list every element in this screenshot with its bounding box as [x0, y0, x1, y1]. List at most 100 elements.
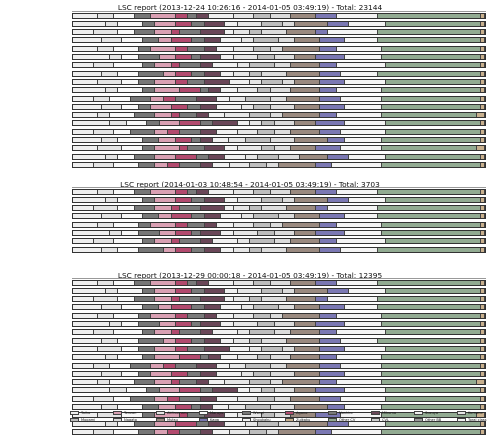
bar-segment-kaga	[320, 305, 345, 310]
bar-segment-akitsumaru	[93, 63, 115, 68]
bar-segment-taiho	[73, 222, 98, 227]
bar-segment-mutsu	[295, 55, 316, 59]
bar-segment-taiho	[73, 305, 102, 310]
bar-segment-nagato	[274, 121, 296, 126]
stacked-bar	[72, 95, 486, 102]
bar-segment-maruyu	[122, 305, 144, 310]
bar-segment-nagato	[270, 46, 284, 51]
bar-segment-nagato	[270, 222, 284, 227]
bar-segment-suzuya	[221, 38, 242, 43]
bar-segment-mutsu	[295, 121, 317, 126]
bar-segment-akitsumaru	[93, 396, 115, 401]
bar-segment-zuikaku	[480, 421, 485, 426]
bar-segment-zuikaku	[480, 189, 485, 194]
bar-segment-maruyu	[122, 413, 144, 418]
bar-segment-tenzan	[155, 429, 168, 434]
bar-segment-akitsumaru	[97, 146, 123, 151]
bar-segment-nagato	[283, 288, 296, 293]
bar-segment-zuikaku	[480, 21, 485, 26]
bar-segment-noshiro	[196, 154, 209, 159]
report-row	[0, 354, 500, 361]
bar-segment-suzuya	[213, 239, 238, 244]
bar-segment-shoukaku	[348, 21, 387, 26]
bar-segment-shoukaku	[344, 305, 378, 310]
legend-item: Other BB	[414, 418, 441, 423]
bar-segment-noshiro	[196, 421, 209, 426]
bar-segment-kumano	[229, 138, 246, 142]
bar-segment-tenzan	[159, 138, 176, 142]
bar-segment-kaga	[316, 322, 345, 326]
bar-segment-mikuma	[204, 338, 222, 343]
bar-segment-mogami	[258, 421, 279, 426]
bar-segment-tenzan	[159, 305, 172, 310]
bar-segment-taiho	[73, 71, 102, 76]
report-row	[0, 238, 500, 245]
bar-segment-shoukaku	[344, 104, 382, 109]
bar-segment-nagato	[262, 297, 288, 302]
bar-segment-wsagi	[143, 288, 156, 293]
legend-label: Mogami	[81, 418, 96, 422]
recipe-label	[1, 337, 71, 344]
report-row	[0, 312, 500, 319]
bar-segment-taiho	[73, 46, 98, 51]
report-row	[0, 213, 500, 220]
bar-segment-wsagi	[138, 46, 152, 51]
bar-segment-zuikaku	[480, 305, 485, 310]
bar-segment-wsagi	[138, 104, 152, 109]
bar-segment-zuikaku	[480, 154, 485, 159]
bar-segment-suzuya	[237, 121, 251, 126]
bar-segment-suzuya	[221, 305, 242, 310]
bar-segment-tenzan	[155, 330, 172, 335]
bar-segment-other-cv	[381, 222, 481, 227]
bar-segment-mogami	[262, 21, 284, 26]
bar-segment-mogami	[254, 305, 279, 310]
bar-segment-akitsumaru	[93, 363, 111, 368]
bar-segment-noshiro	[188, 146, 205, 151]
bar-segment-nagato	[266, 162, 279, 167]
stacked-bar	[72, 345, 486, 352]
report-row	[0, 103, 500, 110]
bar-segment-agano	[175, 197, 193, 202]
recipe-label	[1, 20, 71, 27]
bar-segment-shoukaku	[332, 429, 382, 434]
bar-segment-agano	[171, 113, 181, 118]
bar-segment-akitsumaru	[97, 380, 111, 385]
bar-segment-akitsumaru	[101, 405, 119, 409]
bar-segment-taiho	[73, 330, 94, 335]
bar-segment-suzuya	[217, 371, 242, 376]
bar-segment-wsagi	[147, 388, 160, 393]
bar-segment-mogami	[250, 297, 263, 302]
bar-segment-noshiro	[192, 71, 205, 76]
bar-segment-mikuma	[204, 288, 226, 293]
bar-segment-mikuma	[200, 239, 214, 244]
bar-segment-tenzan	[155, 79, 176, 84]
bar-segment-nagato	[262, 30, 288, 35]
report-row	[0, 20, 500, 27]
bar-segment-kumano	[233, 280, 255, 285]
bar-segment-agano	[171, 104, 189, 109]
bar-segment-shoukaku	[336, 380, 382, 385]
bar-segment-tenzan	[163, 247, 176, 252]
bar-segment-tenzan	[159, 38, 172, 43]
bar-segment-nagato	[266, 429, 279, 434]
bar-segment-other-cv	[377, 305, 481, 310]
bar-segment-taiho	[73, 104, 102, 109]
bar-segment-kaga	[320, 363, 341, 368]
bar-segment-noshiro	[192, 197, 205, 202]
bar-segment-mutsu	[287, 206, 316, 211]
bar-segment-mikuma	[204, 413, 226, 418]
bar-segment-nagato	[270, 363, 288, 368]
bar-segment-mogami	[254, 371, 271, 376]
bar-segment-taiho	[73, 21, 106, 26]
bar-segment-mogami	[250, 30, 263, 35]
bar-segment-suzuya	[225, 30, 234, 35]
bar-segment-tenzan	[163, 338, 176, 343]
bar-segment-kumano	[233, 206, 251, 211]
bar-segment-wsagi	[130, 129, 156, 134]
bar-segment-maruyu	[118, 138, 144, 142]
bar-segment-mogami	[262, 79, 284, 84]
bar-segment-zuikaku	[480, 63, 485, 68]
recipe-label	[1, 188, 71, 195]
bar-segment-agano	[175, 21, 193, 26]
bar-segment-agano	[175, 138, 193, 142]
